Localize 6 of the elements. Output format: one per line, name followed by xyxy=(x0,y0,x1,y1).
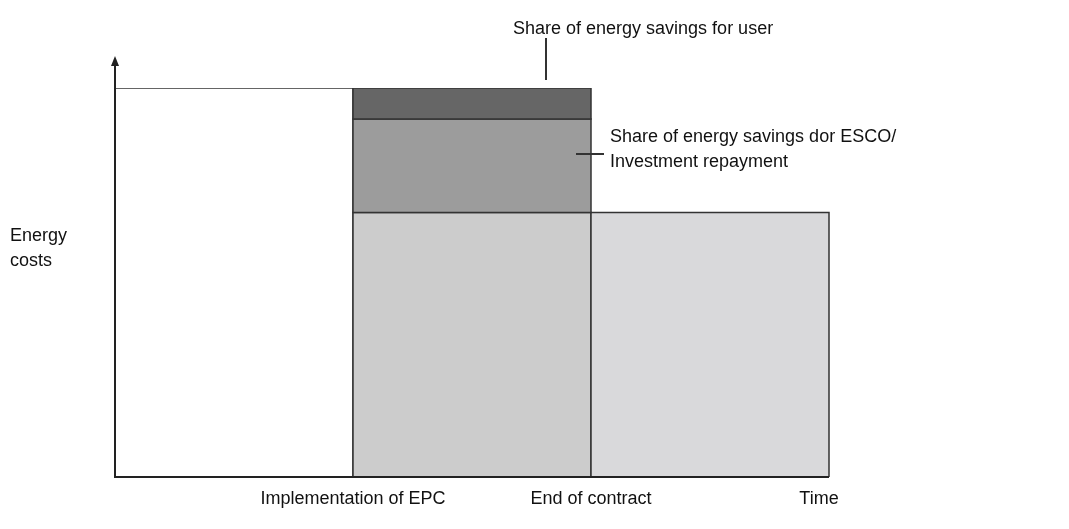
y-axis-title: Energy costs xyxy=(10,224,69,272)
text: Share of energy savings for user xyxy=(513,17,775,40)
text: Implementation of EPC xyxy=(259,488,447,509)
x-axis-title: Time xyxy=(798,488,840,509)
text: End of contract xyxy=(530,488,652,508)
legend-label: Share of energy savings dor ESCO/ Investment repayment xyxy=(610,125,898,173)
